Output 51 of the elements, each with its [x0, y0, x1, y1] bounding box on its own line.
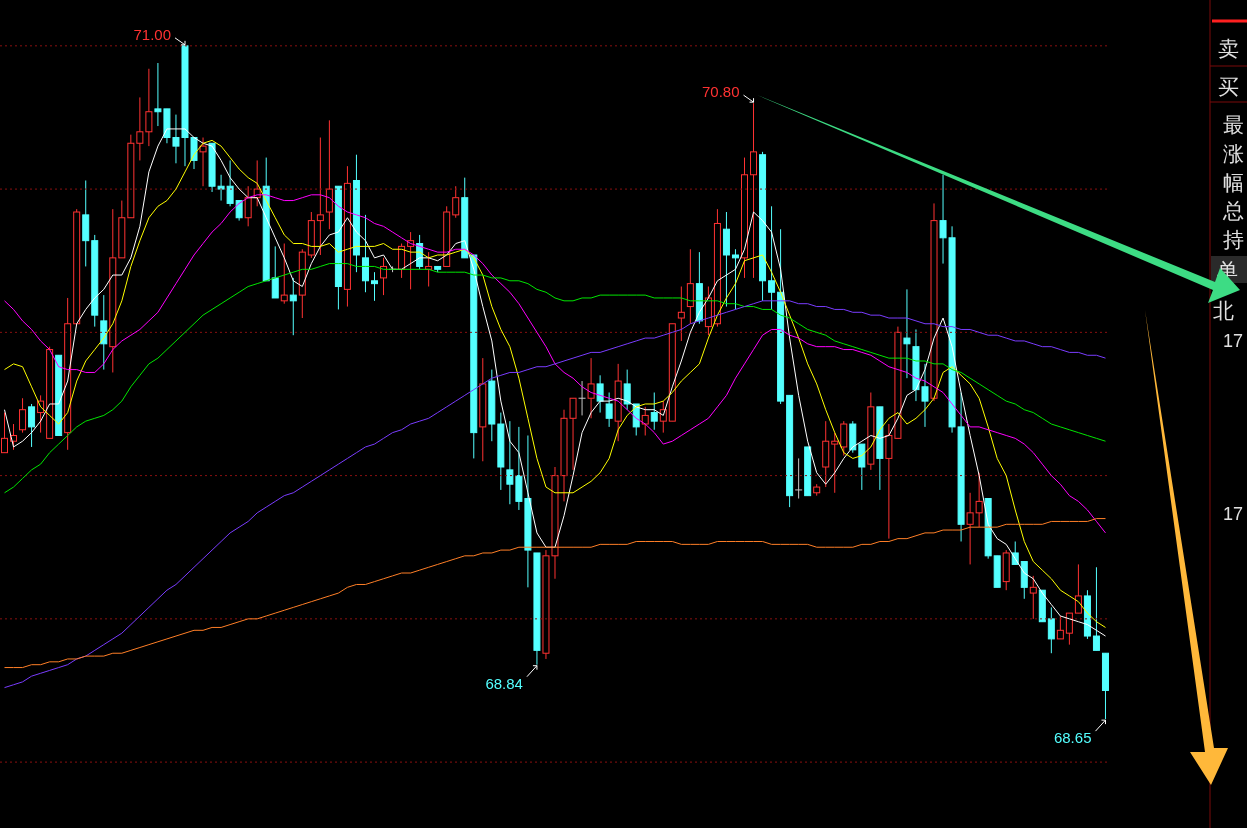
candlestick — [641, 406, 649, 436]
candlestick — [903, 288, 911, 379]
candlestick — [380, 257, 388, 296]
candlestick — [731, 248, 739, 310]
candlestick — [19, 397, 27, 434]
text: 17 — [1223, 331, 1244, 351]
candlestick — [858, 443, 866, 491]
annotation: 70.80 — [701, 83, 740, 101]
candlestick — [686, 248, 694, 325]
candlestick — [1047, 606, 1055, 654]
text: 持 — [1223, 228, 1244, 251]
candlestick — [1056, 615, 1064, 640]
text: 北 — [1213, 299, 1234, 322]
candlestick — [271, 245, 279, 299]
text: 17 — [1223, 504, 1244, 524]
candlestick — [1065, 612, 1073, 646]
candlestick — [677, 286, 685, 342]
candlestick — [28, 403, 36, 448]
text: 卖 — [1218, 37, 1239, 60]
candlestick — [100, 294, 108, 371]
candlestick — [244, 185, 252, 227]
annotation: 68.84 — [485, 674, 523, 692]
candlestick — [768, 205, 776, 310]
candlestick — [587, 357, 595, 419]
candlestick — [452, 185, 460, 219]
candlestick — [316, 137, 324, 256]
candlestick — [361, 214, 369, 293]
text: 总 — [1222, 199, 1244, 222]
candlestick — [794, 457, 803, 500]
candlestick — [325, 119, 333, 230]
text: 买 — [1218, 75, 1239, 98]
candlestick — [199, 137, 207, 187]
candlestick — [650, 392, 658, 431]
annotation: 71.00 — [133, 25, 171, 43]
annotation: 68.65 — [1053, 729, 1092, 747]
candlestick — [831, 432, 839, 494]
candlestick — [596, 374, 604, 414]
candlestick — [289, 277, 297, 336]
text: 涨 — [1223, 142, 1244, 165]
candlestick — [578, 380, 587, 416]
candlestick — [1092, 566, 1100, 651]
candlestick — [371, 271, 378, 302]
candlestick — [1074, 563, 1082, 614]
candlestick — [1029, 575, 1037, 620]
candlestick — [750, 102, 758, 279]
text: 最 — [1223, 113, 1244, 136]
candlestick — [280, 243, 288, 305]
candlestick — [840, 420, 848, 457]
text: 幅 — [1223, 171, 1244, 194]
candlestick — [623, 369, 631, 411]
candlestick — [605, 392, 613, 428]
